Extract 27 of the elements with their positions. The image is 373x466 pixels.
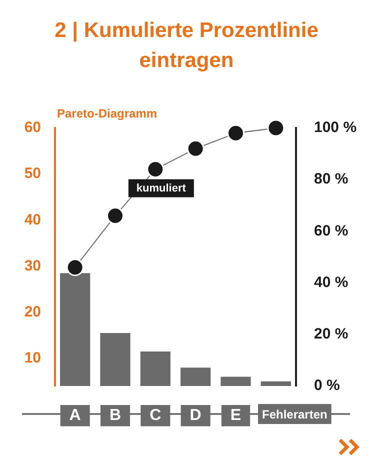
series-label: kumuliert [136,182,186,194]
point [186,140,204,158]
chart-title: 2 | Kumulierte Prozentlinie eintragen [54,18,320,74]
y-tick-label: 60 [24,119,41,136]
x-tick-label: E [230,407,242,424]
point [267,119,285,137]
x-tick-label: D [190,407,202,424]
point [106,206,124,224]
y-tick-label: 20 [24,303,41,320]
point [146,160,164,178]
y2-tick-label: 40 % [314,274,348,291]
text: Pareto-Diagramm [57,106,158,120]
x-axis-title: Fehlerarten [262,407,328,422]
y2-tick-label: 80 % [314,170,348,188]
x-tick-label: B [109,407,122,424]
y2-tick-label: 20 % [314,326,348,343]
point [66,258,84,276]
y-tick-label: 10 [24,350,41,366]
y2-tick-label: 0 % [314,377,340,394]
y-tick-label: 30 [24,257,41,274]
x-tick-label: A [69,407,82,424]
y2-tick-label: 100 % [314,119,357,136]
point [227,124,244,142]
y2-tick-label: 60 % [314,222,348,240]
y-tick-label: 50 [24,165,41,182]
y-tick-label: 40 [24,211,41,228]
x-tick-label: C [150,407,162,424]
